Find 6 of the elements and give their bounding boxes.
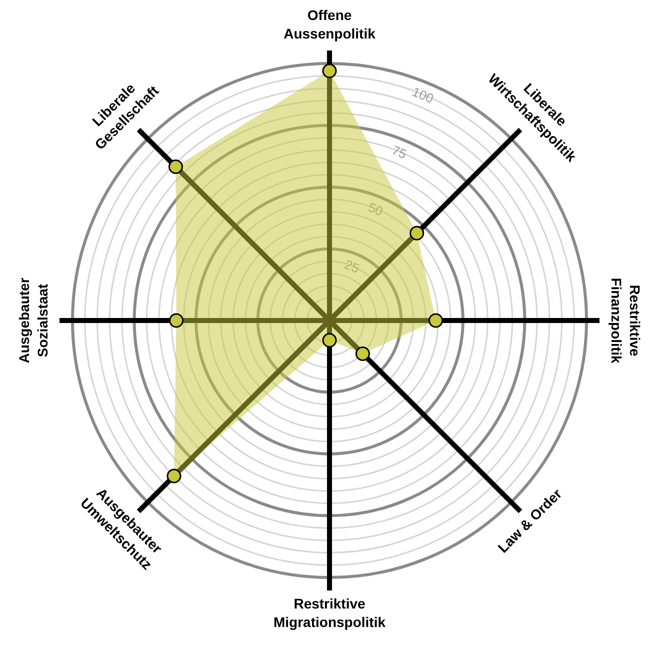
spoke-label: Ausgebauter Sozialstaat [16, 277, 50, 364]
y-tick-label: 75 [390, 142, 409, 162]
y-tick-label: 100 [410, 84, 436, 106]
spoke-label: Restriktive Finanzpolitik [608, 278, 643, 364]
spoke-label: Restriktive Migrationspolitik [274, 596, 386, 630]
spoke-label: Offene Aussenpolitik [284, 7, 376, 42]
